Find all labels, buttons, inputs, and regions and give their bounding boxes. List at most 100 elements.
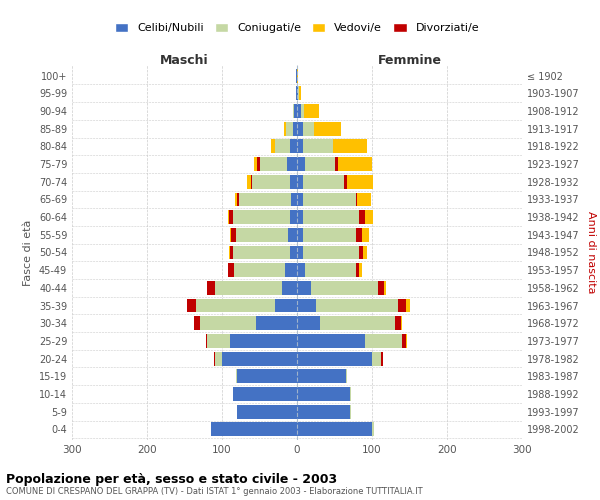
- Bar: [230, 228, 231, 241]
- Bar: [228, 210, 229, 224]
- Legend: Celibi/Nubili, Coniugati/e, Vedovi/e, Divorziati/e: Celibi/Nubili, Coniugati/e, Vedovi/e, Di…: [110, 18, 484, 38]
- Bar: [297, 122, 303, 136]
- Bar: [291, 192, 297, 206]
- Bar: [229, 210, 233, 224]
- Bar: [365, 334, 402, 348]
- Bar: [304, 104, 319, 118]
- Bar: [297, 228, 303, 241]
- Bar: [344, 175, 347, 188]
- Bar: [303, 228, 355, 241]
- Bar: [205, 334, 207, 348]
- Bar: [314, 122, 341, 136]
- Bar: [303, 192, 355, 206]
- Bar: [406, 334, 407, 348]
- Bar: [293, 122, 297, 136]
- Bar: [297, 298, 316, 312]
- Bar: [214, 352, 215, 366]
- Bar: [239, 192, 291, 206]
- Bar: [275, 140, 290, 153]
- Bar: [297, 157, 305, 171]
- Bar: [311, 281, 378, 295]
- Bar: [297, 68, 298, 82]
- Bar: [347, 175, 373, 188]
- Bar: [299, 86, 301, 100]
- Bar: [199, 316, 256, 330]
- Bar: [355, 264, 359, 277]
- Text: Popolazione per età, sesso e stato civile - 2003: Popolazione per età, sesso e stato civil…: [6, 472, 337, 486]
- Bar: [378, 281, 384, 295]
- Bar: [305, 264, 355, 277]
- Bar: [297, 387, 349, 401]
- Bar: [193, 316, 199, 330]
- Bar: [303, 122, 314, 136]
- Bar: [303, 175, 344, 188]
- Bar: [349, 405, 351, 418]
- Bar: [284, 122, 286, 136]
- Bar: [233, 210, 290, 224]
- Bar: [196, 298, 275, 312]
- Bar: [235, 228, 288, 241]
- Bar: [211, 422, 297, 436]
- Bar: [398, 298, 406, 312]
- Bar: [365, 210, 373, 224]
- Bar: [251, 175, 252, 188]
- Bar: [355, 228, 361, 241]
- Bar: [296, 68, 297, 82]
- Bar: [357, 192, 371, 206]
- Bar: [237, 192, 239, 206]
- Bar: [297, 264, 305, 277]
- Bar: [290, 246, 297, 260]
- Bar: [303, 140, 333, 153]
- Bar: [229, 334, 297, 348]
- Bar: [296, 86, 297, 100]
- Bar: [297, 246, 303, 260]
- Bar: [401, 316, 402, 330]
- Bar: [297, 86, 298, 100]
- Bar: [290, 140, 297, 153]
- Bar: [290, 175, 297, 188]
- Bar: [222, 352, 297, 366]
- Bar: [297, 422, 372, 436]
- Bar: [297, 192, 303, 206]
- Bar: [355, 192, 357, 206]
- Bar: [346, 370, 347, 383]
- Bar: [237, 370, 297, 383]
- Bar: [207, 281, 215, 295]
- Bar: [256, 316, 297, 330]
- Bar: [297, 334, 365, 348]
- Bar: [233, 246, 290, 260]
- Bar: [320, 316, 395, 330]
- Bar: [381, 352, 383, 366]
- Bar: [260, 157, 287, 171]
- Bar: [305, 157, 335, 171]
- Y-axis label: Fasce di età: Fasce di età: [23, 220, 33, 286]
- Bar: [285, 264, 297, 277]
- Bar: [228, 264, 234, 277]
- Bar: [293, 104, 294, 118]
- Bar: [297, 140, 303, 153]
- Bar: [297, 175, 303, 188]
- Bar: [372, 352, 381, 366]
- Bar: [231, 228, 235, 241]
- Bar: [301, 104, 304, 118]
- Bar: [234, 264, 285, 277]
- Bar: [359, 210, 365, 224]
- Bar: [303, 210, 359, 224]
- Bar: [361, 228, 369, 241]
- Bar: [298, 86, 299, 100]
- Bar: [384, 281, 386, 295]
- Bar: [297, 210, 303, 224]
- Bar: [363, 246, 367, 260]
- Bar: [297, 316, 320, 330]
- Bar: [335, 157, 338, 171]
- Bar: [359, 246, 363, 260]
- Bar: [247, 175, 251, 188]
- Text: Maschi: Maschi: [160, 54, 209, 67]
- Bar: [275, 298, 297, 312]
- Bar: [297, 281, 311, 295]
- Bar: [271, 140, 275, 153]
- Bar: [207, 334, 229, 348]
- Bar: [215, 352, 222, 366]
- Bar: [303, 246, 359, 260]
- Bar: [187, 298, 196, 312]
